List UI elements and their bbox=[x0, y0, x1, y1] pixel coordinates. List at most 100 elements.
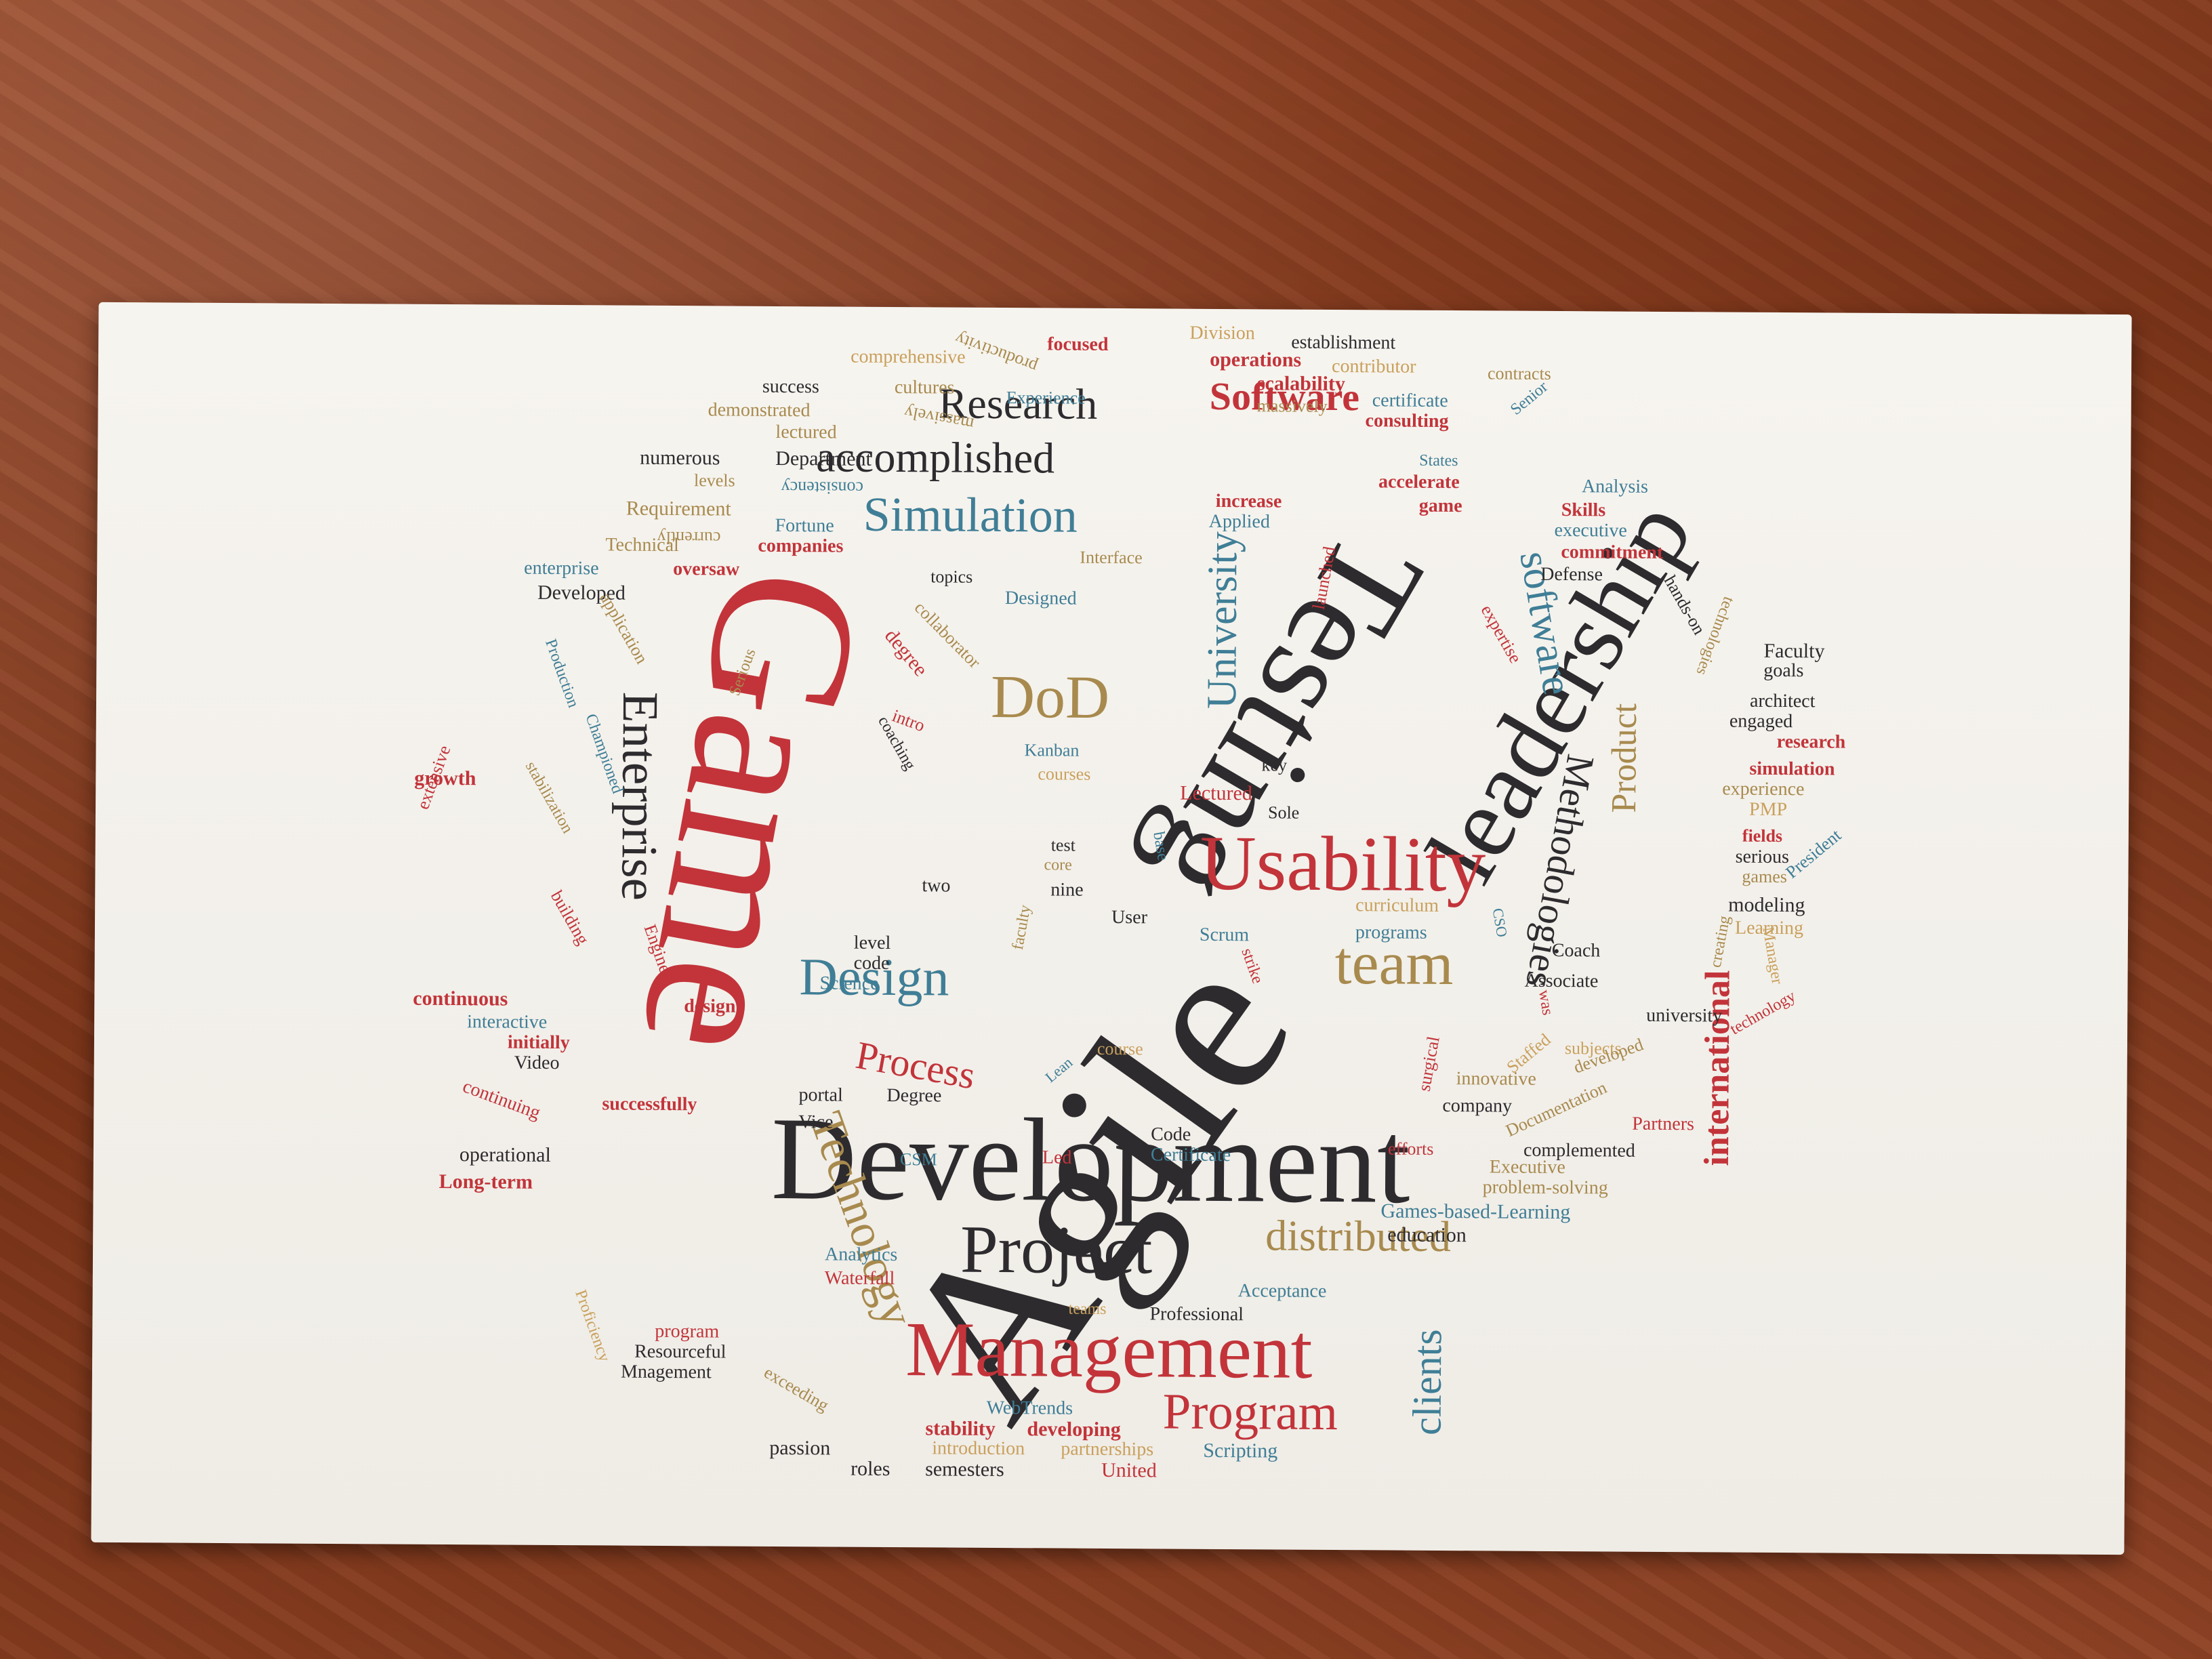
word-fortune: Fortune bbox=[775, 514, 834, 537]
word-scripting: Scripting bbox=[1203, 1439, 1278, 1462]
word-sole: Sole bbox=[1267, 802, 1300, 823]
word-cloud: Agile Game Development Testing leadershi… bbox=[91, 302, 2131, 1555]
word-problem-solving: problem-solving bbox=[1482, 1176, 1608, 1199]
word-portal: portal bbox=[798, 1084, 843, 1106]
word-teams: teams bbox=[1068, 1300, 1107, 1318]
word-cso: CSO bbox=[1489, 907, 1511, 939]
word-demonstrated: demonstrated bbox=[708, 399, 811, 422]
word-acceptance: Acceptance bbox=[1237, 1280, 1327, 1302]
word-engaged: engaged bbox=[1729, 710, 1793, 733]
word-accelerate: accelerate bbox=[1378, 471, 1460, 493]
word-technologies: technologies bbox=[1692, 594, 1738, 678]
word-establishment: establishment bbox=[1291, 331, 1396, 354]
word-fields: fields bbox=[1742, 825, 1783, 846]
word-game-small: game bbox=[1418, 495, 1462, 517]
word-consulting: consulting bbox=[1365, 410, 1449, 432]
word-surgical: surgical bbox=[1414, 1034, 1443, 1093]
word-test: test bbox=[1050, 835, 1076, 855]
word-designed: Designed bbox=[1004, 588, 1077, 609]
word-innovative: innovative bbox=[1456, 1068, 1536, 1090]
word-simulation: Simulation bbox=[863, 487, 1078, 543]
word-program-small: program bbox=[655, 1320, 720, 1343]
word-cultures: cultures bbox=[894, 377, 955, 398]
word-continuous: continuous bbox=[413, 987, 508, 1010]
word-courses: courses bbox=[1038, 764, 1091, 784]
word-initially: initially bbox=[507, 1031, 570, 1054]
word-topics: topics bbox=[930, 567, 973, 587]
word-creating: creating bbox=[1706, 914, 1734, 969]
word-enterprise: Enterprise bbox=[611, 691, 669, 901]
word-level: level bbox=[853, 932, 891, 954]
word-enterprise-small: enterprise bbox=[524, 557, 599, 579]
word-kanban: Kanban bbox=[1024, 740, 1080, 760]
word-executive-cap: Executive bbox=[1489, 1156, 1565, 1179]
word-simulation-small: simulation bbox=[1749, 758, 1835, 780]
word-was: was bbox=[1534, 988, 1557, 1017]
word-course: course bbox=[1097, 1038, 1143, 1059]
word-numerous: numerous bbox=[640, 446, 720, 470]
word-partnerships: partnerships bbox=[1061, 1438, 1154, 1460]
word-lectured: lectured bbox=[775, 421, 837, 443]
word-comprehensive: comprehensive bbox=[851, 346, 966, 368]
word-operations: operations bbox=[1210, 348, 1302, 371]
word-operational: operational bbox=[459, 1143, 551, 1166]
word-product: Product bbox=[1605, 703, 1645, 813]
word-csm: CSM bbox=[899, 1149, 937, 1170]
word-united: United bbox=[1101, 1458, 1157, 1482]
word-project: Project bbox=[960, 1211, 1153, 1288]
word-semesters: semesters bbox=[925, 1458, 1004, 1481]
word-oversaw: oversaw bbox=[673, 558, 740, 580]
word-degree-cap: Degree bbox=[886, 1084, 942, 1107]
word-exceeding: exceeding bbox=[760, 1362, 833, 1416]
word-commitment: commitment bbox=[1561, 541, 1664, 563]
word-continuing: continuing bbox=[459, 1076, 544, 1124]
word-production: Production bbox=[541, 636, 582, 710]
word-department: Department bbox=[775, 447, 872, 470]
word-defense: Defense bbox=[1540, 563, 1603, 586]
word-program: Program bbox=[1162, 1383, 1338, 1441]
word-international: international bbox=[1697, 970, 1738, 1166]
word-successfully: successfully bbox=[602, 1093, 697, 1115]
word-companies: companies bbox=[758, 535, 844, 557]
word-skills: Skills bbox=[1561, 499, 1606, 521]
word-analytics: Analytics bbox=[824, 1244, 898, 1266]
word-building: building bbox=[546, 887, 593, 948]
word-usability: Usability bbox=[1200, 819, 1486, 908]
word-requirement: Requirement bbox=[626, 497, 731, 520]
word-vice: Vice bbox=[798, 1111, 834, 1133]
word-serious: serious bbox=[1735, 846, 1790, 868]
word-roles: roles bbox=[851, 1457, 890, 1481]
word-programs: programs bbox=[1355, 922, 1427, 943]
word-experience-small: experience bbox=[1722, 778, 1805, 800]
word-interactive: interactive bbox=[467, 1011, 548, 1033]
word-key: key bbox=[1261, 755, 1288, 775]
word-levels: levels bbox=[693, 470, 735, 491]
word-certificate: certificate bbox=[1372, 390, 1448, 412]
word-stability: stability bbox=[925, 1417, 996, 1440]
word-led: Led bbox=[1042, 1147, 1072, 1168]
business-card: Agile Game Development Testing leadershi… bbox=[91, 302, 2132, 1555]
word-technology-small: technology bbox=[1727, 987, 1799, 1039]
word-executive-small: executive bbox=[1554, 519, 1627, 541]
word-lectured-cap: Lectured bbox=[1180, 781, 1252, 805]
word-two: two bbox=[922, 875, 951, 897]
word-code-cap: Code bbox=[1151, 1124, 1191, 1145]
word-core: core bbox=[1044, 856, 1072, 874]
word-resourceful: Resourceful bbox=[634, 1340, 726, 1363]
word-company: company bbox=[1442, 1094, 1513, 1117]
word-clients: clients bbox=[1404, 1329, 1450, 1436]
word-design-small: design bbox=[684, 996, 736, 1017]
word-expertise: expertise bbox=[1477, 601, 1526, 667]
word-strike: strike bbox=[1237, 945, 1267, 986]
word-code-small: code bbox=[853, 952, 890, 975]
word-analysis: Analysis bbox=[1581, 476, 1649, 497]
word-president: President bbox=[1782, 825, 1845, 882]
word-success: success bbox=[762, 375, 819, 398]
word-university: University bbox=[1198, 531, 1246, 710]
word-efforts: efforts bbox=[1387, 1139, 1434, 1159]
word-introduction: introduction bbox=[932, 1437, 1025, 1460]
word-games: games bbox=[1742, 866, 1787, 887]
word-interface: Interface bbox=[1080, 547, 1143, 568]
word-nine: nine bbox=[1050, 879, 1084, 901]
word-partners: Partners bbox=[1632, 1113, 1695, 1135]
